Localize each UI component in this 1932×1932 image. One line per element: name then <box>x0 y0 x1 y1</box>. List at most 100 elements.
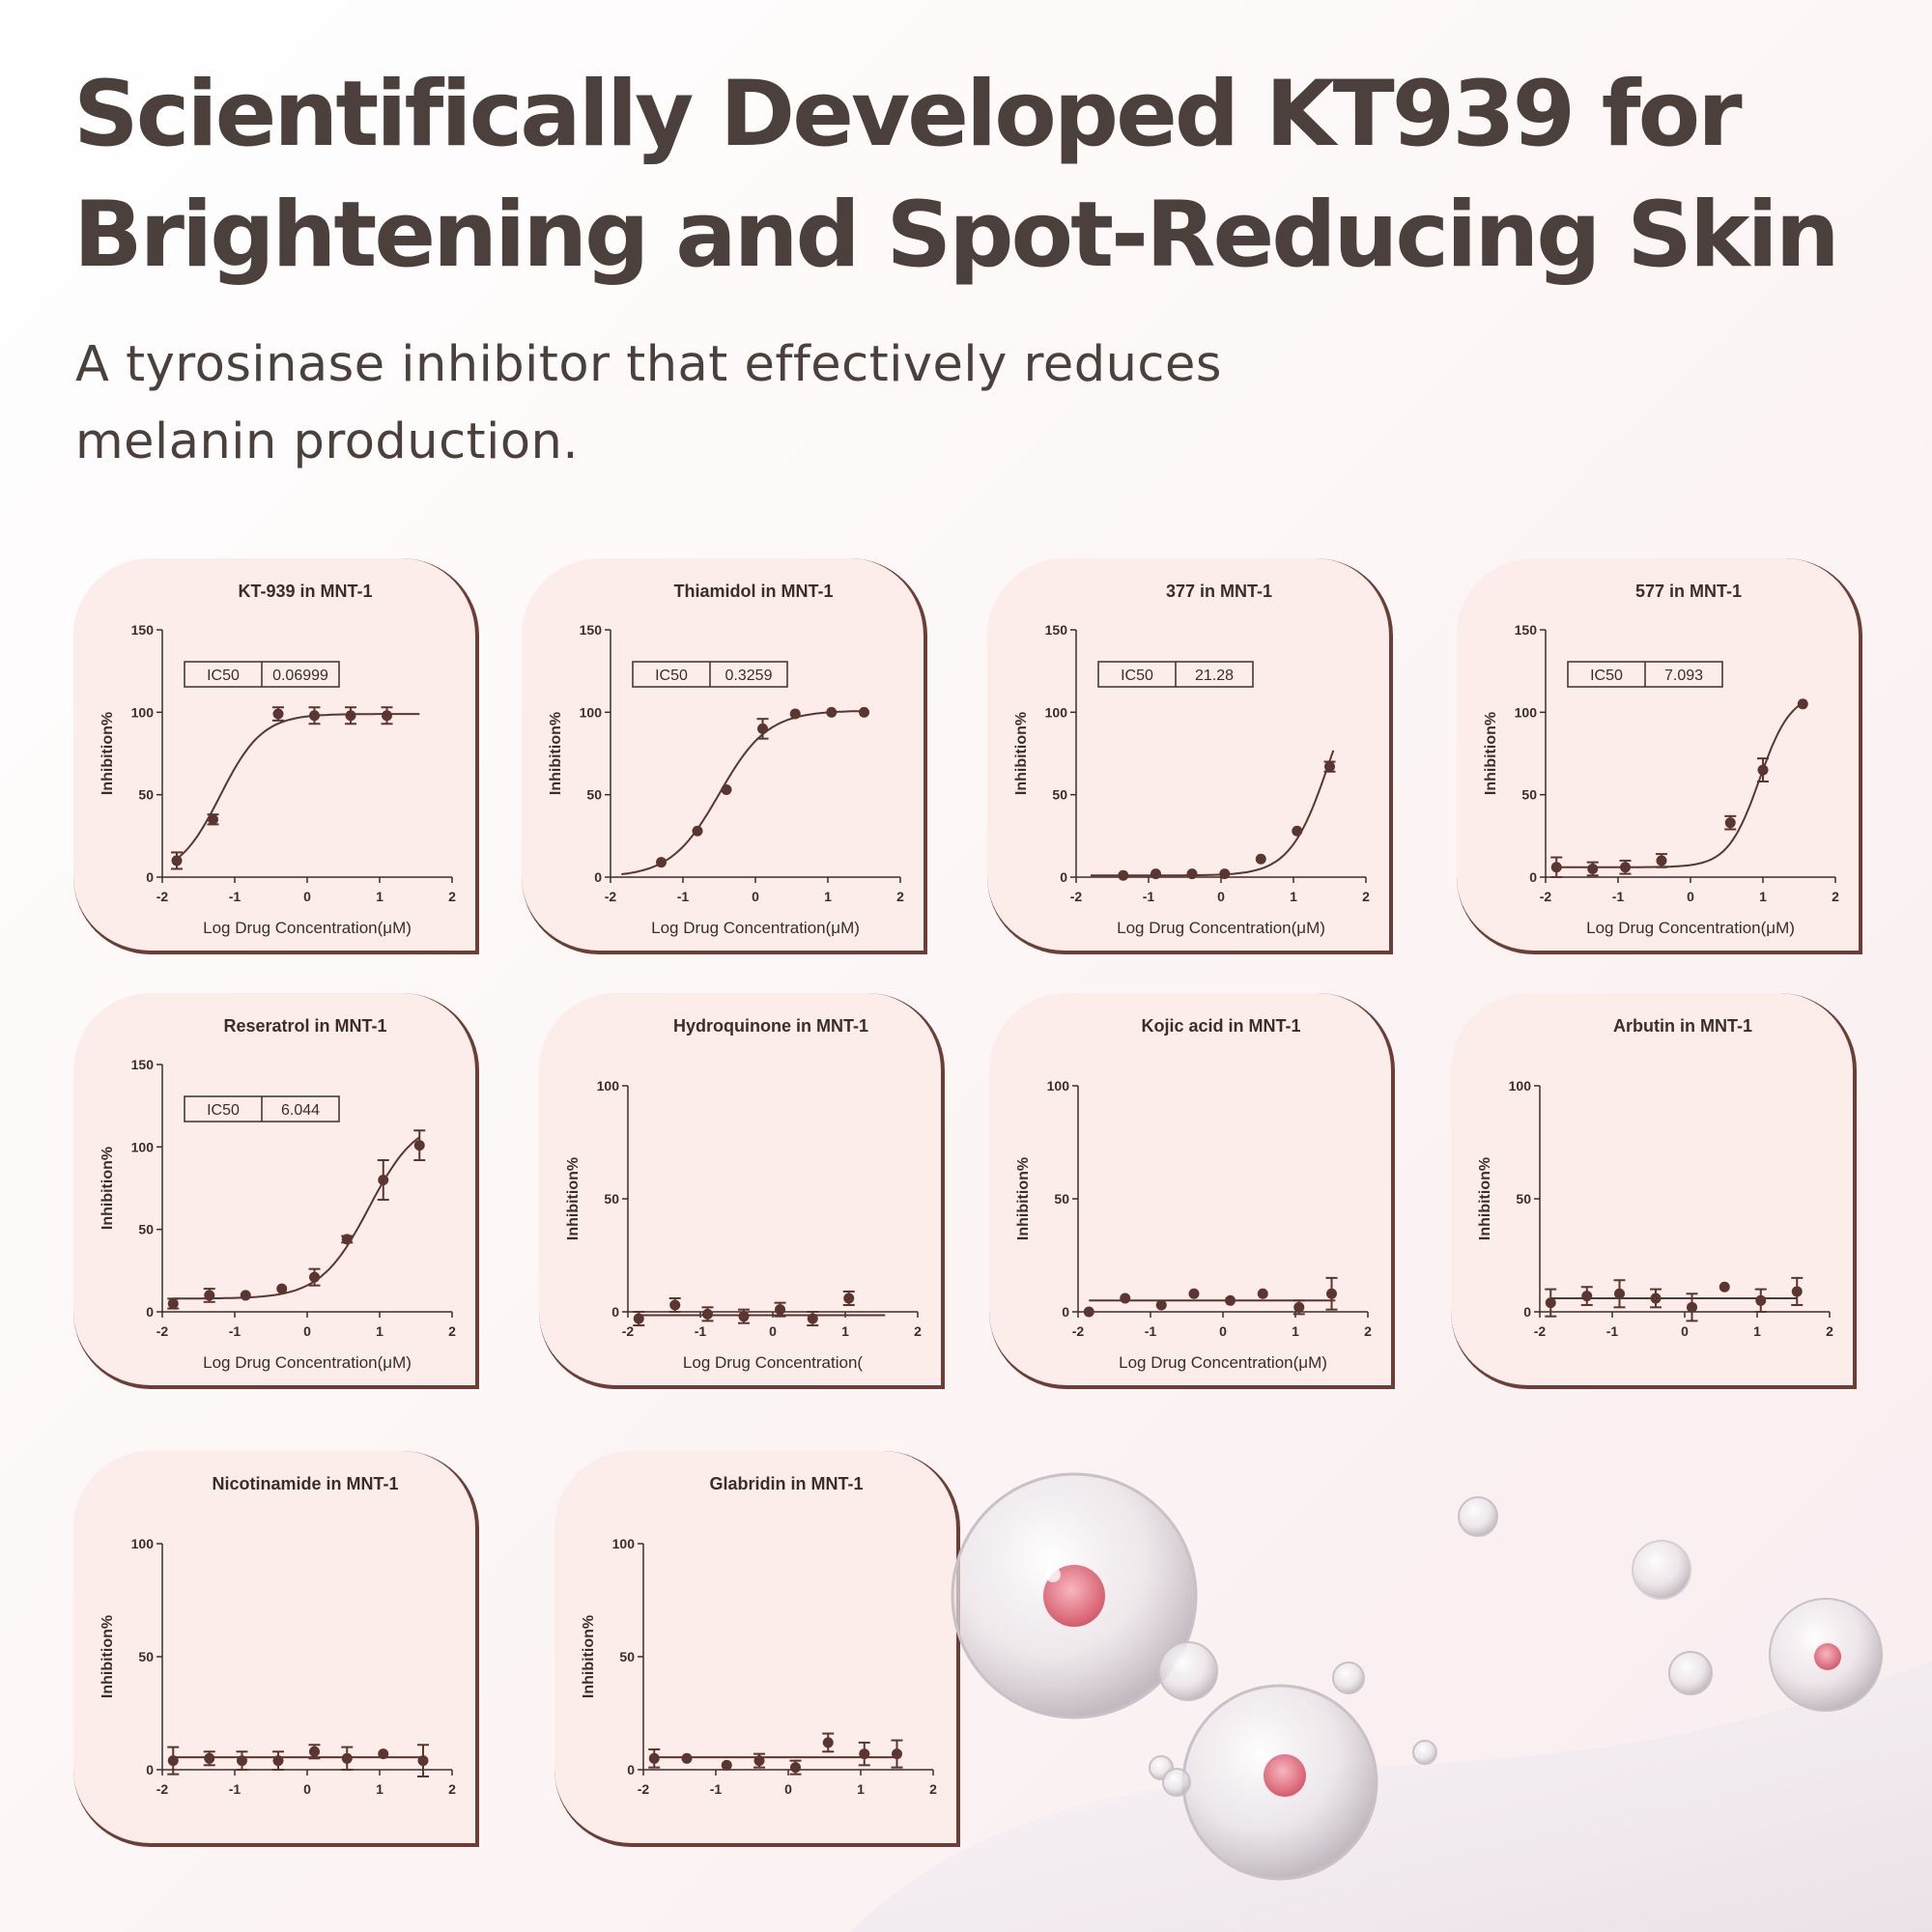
y-axis-label: Inhibition% <box>99 712 116 795</box>
data-point <box>738 1311 750 1322</box>
y-tick-label: 100 <box>1515 704 1538 720</box>
ic50-value: 0.06999 <box>272 668 328 684</box>
data-point <box>1324 761 1335 773</box>
y-tick-label: 50 <box>1516 1191 1531 1207</box>
y-tick-label: 0 <box>594 869 602 885</box>
data-point <box>1292 825 1303 837</box>
x-tick-label: 2 <box>896 889 904 904</box>
x-tick-label: -2 <box>1540 889 1552 904</box>
x-tick-label: 1 <box>1292 1323 1299 1339</box>
bubble-decoration <box>850 1472 1932 1932</box>
bubble-right <box>1769 1598 1883 1712</box>
data-point <box>656 857 667 868</box>
x-axis-label: Log Drug Concentration(μM) <box>1119 1353 1327 1372</box>
x-tick-label: 1 <box>1759 889 1767 904</box>
chart-title: Nicotinamide in MNT-1 <box>212 1474 398 1493</box>
x-tick-label: 1 <box>857 1781 865 1797</box>
x-tick-label: -2 <box>1072 1323 1085 1339</box>
chart-svg: 577 in MNT-1 0 50 100 150 -2 -1 0 1 2 Inhibition% L… <box>1483 582 1839 937</box>
y-tick-label: 0 <box>627 1762 635 1777</box>
data-point <box>1155 1299 1167 1311</box>
axes <box>161 1544 452 1771</box>
x-tick-label: 1 <box>376 1781 384 1797</box>
x-tick-label: -1 <box>1612 889 1625 904</box>
data-point <box>807 1313 818 1324</box>
chart-title: KT-939 in MNT-1 <box>238 582 372 601</box>
x-tick-label: -2 <box>156 1323 169 1339</box>
ic50-label: IC50 <box>207 668 240 684</box>
x-tick-label: 1 <box>841 1323 849 1339</box>
y-tick-label: 0 <box>146 1304 154 1320</box>
data-point <box>753 1755 765 1767</box>
data-point <box>167 1297 179 1309</box>
y-tick-label: 50 <box>138 787 154 803</box>
chart-card: Thiamidol in MNT-1 0 50 100 150 -2 -1 0 1 2 Inhibi… <box>522 558 927 954</box>
x-tick-label: 2 <box>448 1781 456 1797</box>
y-tick-label: 0 <box>1523 1304 1531 1320</box>
data-point <box>1724 817 1736 829</box>
y-tick-label: 50 <box>619 1649 635 1664</box>
x-tick-label: 0 <box>1681 1323 1689 1339</box>
data-point <box>843 1293 855 1304</box>
x-axis-label: Log Drug Concentration(μM) <box>1586 919 1795 937</box>
data-point <box>1118 869 1129 881</box>
data-point <box>382 710 392 722</box>
data-point <box>1225 1294 1236 1306</box>
data-point <box>1255 853 1266 865</box>
y-tick-label: 100 <box>1045 704 1068 720</box>
y-tick-label: 150 <box>1515 622 1538 638</box>
chart-title: Arbutin in MNT-1 <box>1613 1016 1752 1036</box>
subtitle-line-1: A tyrosinase inhibitor that effectively … <box>75 336 1222 393</box>
data-point <box>341 1234 353 1245</box>
data-point <box>1083 1306 1094 1318</box>
chart-title: Hydroquinone in MNT-1 <box>673 1016 868 1036</box>
data-point <box>1550 862 1562 873</box>
data-point <box>341 1752 353 1764</box>
data-point <box>1614 1288 1625 1299</box>
data-point <box>859 1748 870 1760</box>
ic50-value: 0.3259 <box>725 668 773 684</box>
axes <box>627 1086 918 1313</box>
y-tick-label: 50 <box>138 1649 154 1664</box>
x-tick-label: 1 <box>1753 1323 1761 1339</box>
page-subtitle: A tyrosinase inhibitor that effectively … <box>75 327 1222 481</box>
data-point <box>237 1755 247 1767</box>
data-point <box>633 1313 644 1324</box>
title-line-1: Scientifically Developed KT939 for <box>73 62 1743 167</box>
y-axis-label: Inhibition% <box>99 1147 116 1230</box>
x-tick-label: 0 <box>303 1323 311 1339</box>
x-tick-label: 2 <box>448 1323 456 1339</box>
fit-curve <box>621 710 868 875</box>
y-axis-label: Inhibition% <box>565 1157 582 1240</box>
y-axis-label: Inhibition% <box>99 1615 116 1698</box>
data-point <box>1656 855 1667 867</box>
data-point <box>204 1290 215 1301</box>
chart-svg: Nicotinamide in MNT-1 0 50 100 -2 -1 0 1 2 Inhibi… <box>99 1474 456 1797</box>
data-point <box>1719 1281 1730 1293</box>
x-tick-label: 2 <box>914 1323 922 1339</box>
data-point <box>721 784 732 796</box>
x-tick-label: -1 <box>710 1781 723 1797</box>
data-point <box>1120 1293 1131 1304</box>
x-tick-label: -2 <box>605 889 617 904</box>
bubble-tiny <box>1632 1540 1691 1600</box>
data-point <box>1755 1294 1767 1306</box>
data-point <box>826 706 838 718</box>
data-point <box>272 1755 284 1767</box>
bubble-tiny <box>1332 1662 1365 1694</box>
x-tick-label: -1 <box>677 889 690 904</box>
x-tick-label: 0 <box>752 889 759 904</box>
ic50-label: IC50 <box>1121 668 1153 684</box>
x-tick-label: 1 <box>376 1323 384 1339</box>
y-tick-label: 100 <box>612 1536 636 1551</box>
data-point <box>789 708 801 720</box>
chart-svg: Reseratrol in MNT-1 0 50 100 150 -2 -1 0 1 2 Inhib… <box>99 1016 456 1372</box>
chart-svg: KT-939 in MNT-1 0 50 100 150 -2 -1 0 1 2 Inhibitio… <box>99 582 456 937</box>
data-point <box>167 1755 179 1767</box>
chart-title: Thiamidol in MNT-1 <box>674 582 834 601</box>
chart-svg: Thiamidol in MNT-1 0 50 100 150 -2 -1 0 1 2 Inhibi… <box>548 582 904 937</box>
x-axis-label: Log Drug Concentration(μM) <box>651 919 860 937</box>
x-tick-label: 0 <box>303 1781 311 1797</box>
y-tick-label: 0 <box>1062 1304 1069 1320</box>
axes <box>1539 1086 1830 1313</box>
